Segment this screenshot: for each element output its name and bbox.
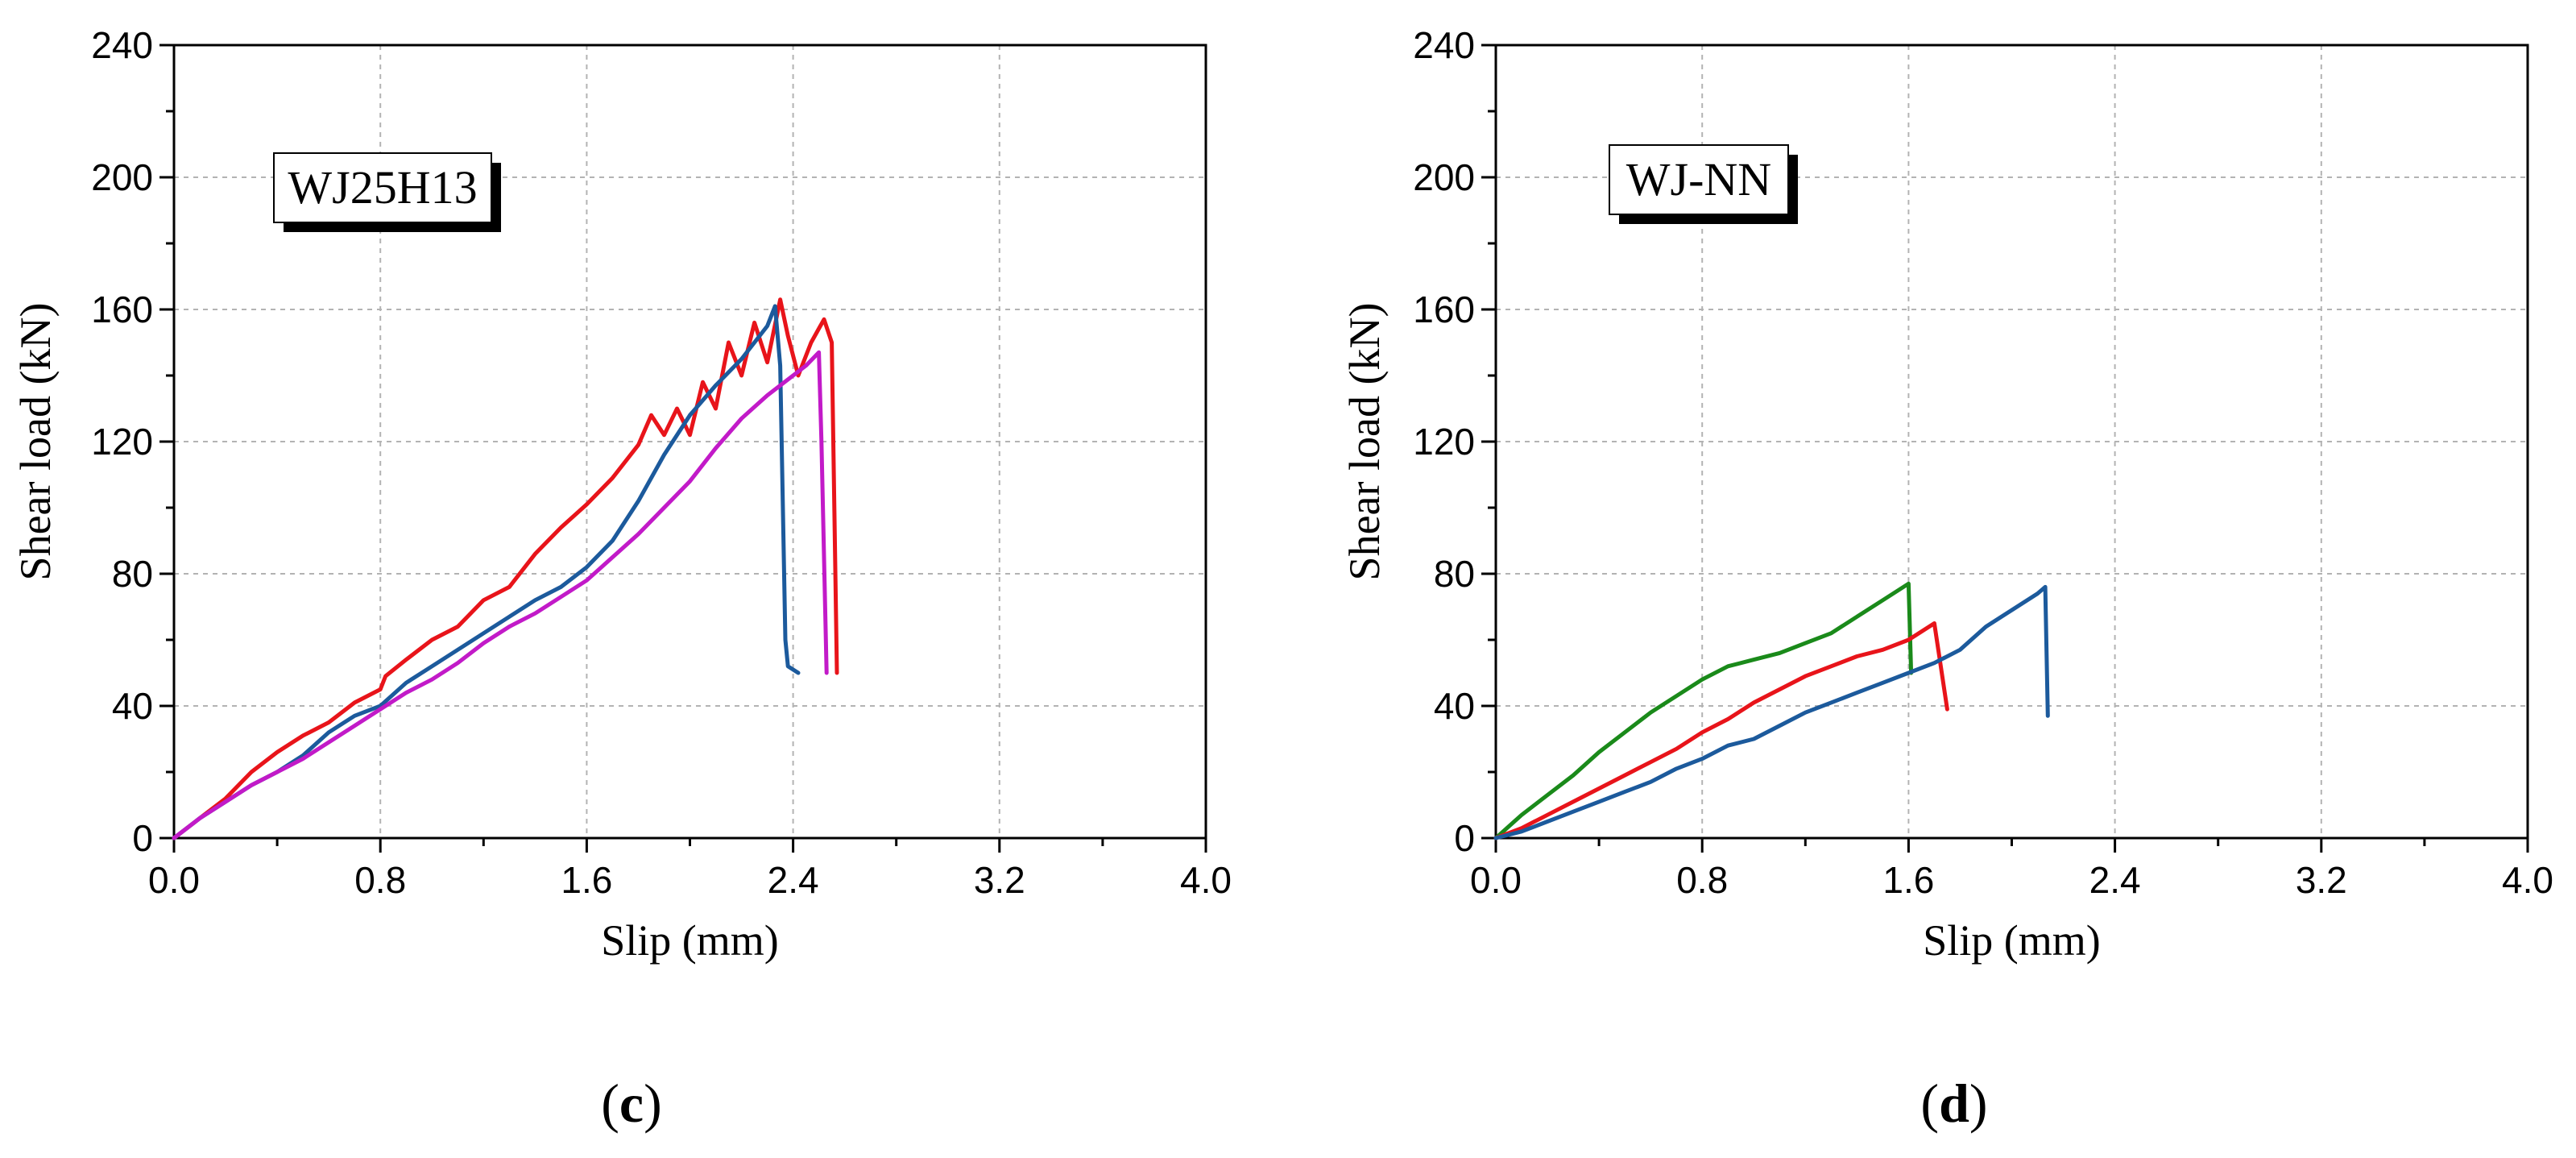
x-axis-title: Slip (mm) bbox=[601, 916, 779, 965]
axis-ticks bbox=[1481, 44, 2529, 853]
x-tick-label: 0.8 bbox=[1676, 859, 1728, 901]
y-tick-label: 0 bbox=[1454, 817, 1475, 859]
panel-label: (c) bbox=[601, 1073, 662, 1134]
y-tick-label: 40 bbox=[112, 685, 153, 727]
y-tick-label: 40 bbox=[1434, 685, 1475, 727]
series-line-3 bbox=[172, 350, 829, 840]
y-tick-label: 0 bbox=[132, 817, 153, 859]
chart-panel-c: 0 40 80 120 160 200 240 0.0 0.8 1.6 2.4 3.2 4.0 WJ2… bbox=[11, 24, 1232, 1134]
chart-panel-d: 0 40 80 120 160 200 240 0.0 0.8 1.6 2.4 3.2 4.0 WJ-… bbox=[1340, 24, 2553, 1134]
x-tick-label: 4.0 bbox=[1180, 859, 1232, 901]
y-tick-label: 80 bbox=[112, 553, 153, 595]
y-tick-label: 120 bbox=[1413, 421, 1475, 463]
x-tick-labels: 0.0 0.8 1.6 2.4 3.2 4.0 bbox=[148, 859, 1232, 901]
annotation-box: WJ25H13 bbox=[273, 152, 501, 232]
x-tick-label: 0.8 bbox=[354, 859, 406, 901]
grid-lines bbox=[174, 45, 1206, 838]
x-tick-label: 0.0 bbox=[1470, 859, 1522, 901]
series-line-2 bbox=[1493, 621, 1949, 840]
y-tick-label: 240 bbox=[91, 24, 153, 66]
x-tick-label: 3.2 bbox=[974, 859, 1025, 901]
series-line-3 bbox=[1493, 584, 2050, 840]
grid-lines bbox=[1496, 45, 2528, 838]
data-series bbox=[172, 297, 839, 840]
x-axis-title: Slip (mm) bbox=[1923, 916, 2101, 965]
y-tick-label: 240 bbox=[1413, 24, 1475, 66]
x-tick-label: 1.6 bbox=[561, 859, 612, 901]
y-axis-title: Shear load (kN) bbox=[11, 303, 60, 581]
x-tick-label: 2.4 bbox=[2089, 859, 2141, 901]
panel-label: (d) bbox=[1920, 1073, 1987, 1134]
y-tick-labels: 0 40 80 120 160 200 240 bbox=[1413, 24, 1475, 859]
x-tick-label: 2.4 bbox=[768, 859, 819, 901]
series-line-1 bbox=[1493, 581, 1914, 840]
series-line-1 bbox=[172, 297, 839, 840]
y-tick-label: 160 bbox=[1413, 288, 1475, 330]
y-tick-label: 120 bbox=[91, 421, 153, 463]
y-axis-title: Shear load (kN) bbox=[1340, 303, 1389, 581]
x-tick-label: 1.6 bbox=[1882, 859, 1934, 901]
x-tick-labels: 0.0 0.8 1.6 2.4 3.2 4.0 bbox=[1470, 859, 2553, 901]
y-tick-label: 200 bbox=[1413, 156, 1475, 198]
y-tick-label: 200 bbox=[91, 156, 153, 198]
annotation-box: WJ-NN bbox=[1609, 144, 1798, 224]
y-tick-label: 160 bbox=[91, 288, 153, 330]
annotation-label: WJ25H13 bbox=[288, 161, 477, 214]
data-series bbox=[1493, 581, 2050, 840]
series-line-2 bbox=[172, 304, 801, 840]
x-tick-label: 4.0 bbox=[2502, 859, 2553, 901]
axis-ticks bbox=[159, 44, 1207, 853]
annotation-label: WJ-NN bbox=[1626, 153, 1771, 205]
y-tick-labels: 0 40 80 120 160 200 240 bbox=[91, 24, 153, 859]
x-tick-label: 3.2 bbox=[2296, 859, 2347, 901]
y-tick-label: 80 bbox=[1434, 553, 1475, 595]
x-tick-label: 0.0 bbox=[148, 859, 200, 901]
